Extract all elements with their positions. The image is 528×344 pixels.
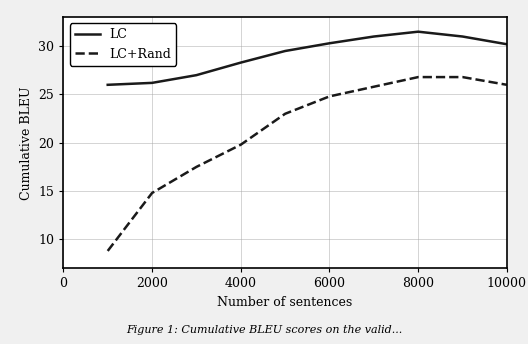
LC+Rand xyxy=(326,94,333,98)
LC xyxy=(238,61,244,65)
LC+Rand xyxy=(105,249,111,253)
Legend: LC, LC+Rand: LC, LC+Rand xyxy=(70,23,176,66)
Text: Figure 1: Cumulative BLEU scores on the valid...: Figure 1: Cumulative BLEU scores on the … xyxy=(126,325,402,335)
LC xyxy=(371,34,377,39)
Y-axis label: Cumulative BLEU: Cumulative BLEU xyxy=(20,86,33,200)
LC+Rand xyxy=(193,165,200,169)
LC xyxy=(149,81,155,85)
LC+Rand xyxy=(415,75,421,79)
LC xyxy=(193,73,200,77)
LC xyxy=(282,49,288,53)
LC+Rand xyxy=(149,191,155,195)
LC+Rand xyxy=(238,143,244,147)
LC+Rand xyxy=(504,83,510,87)
LC+Rand xyxy=(459,75,466,79)
LC xyxy=(504,42,510,46)
Line: LC+Rand: LC+Rand xyxy=(108,77,507,251)
LC+Rand xyxy=(282,112,288,116)
LC xyxy=(415,30,421,34)
LC xyxy=(459,34,466,39)
LC xyxy=(326,41,333,45)
LC+Rand xyxy=(371,85,377,89)
Line: LC: LC xyxy=(108,32,507,85)
X-axis label: Number of sentences: Number of sentences xyxy=(218,296,353,309)
LC xyxy=(105,83,111,87)
